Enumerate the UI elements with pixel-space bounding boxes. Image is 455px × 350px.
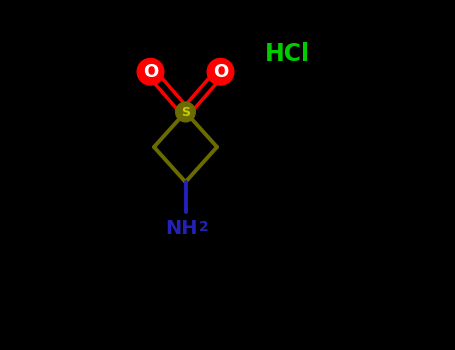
Circle shape bbox=[176, 102, 195, 122]
Text: NH: NH bbox=[165, 219, 197, 238]
Text: O: O bbox=[143, 63, 158, 81]
Text: O: O bbox=[213, 63, 228, 81]
Text: 2: 2 bbox=[199, 220, 208, 234]
Text: S: S bbox=[181, 105, 190, 119]
Text: HCl: HCl bbox=[264, 42, 309, 66]
Circle shape bbox=[207, 58, 234, 85]
Circle shape bbox=[137, 58, 164, 85]
